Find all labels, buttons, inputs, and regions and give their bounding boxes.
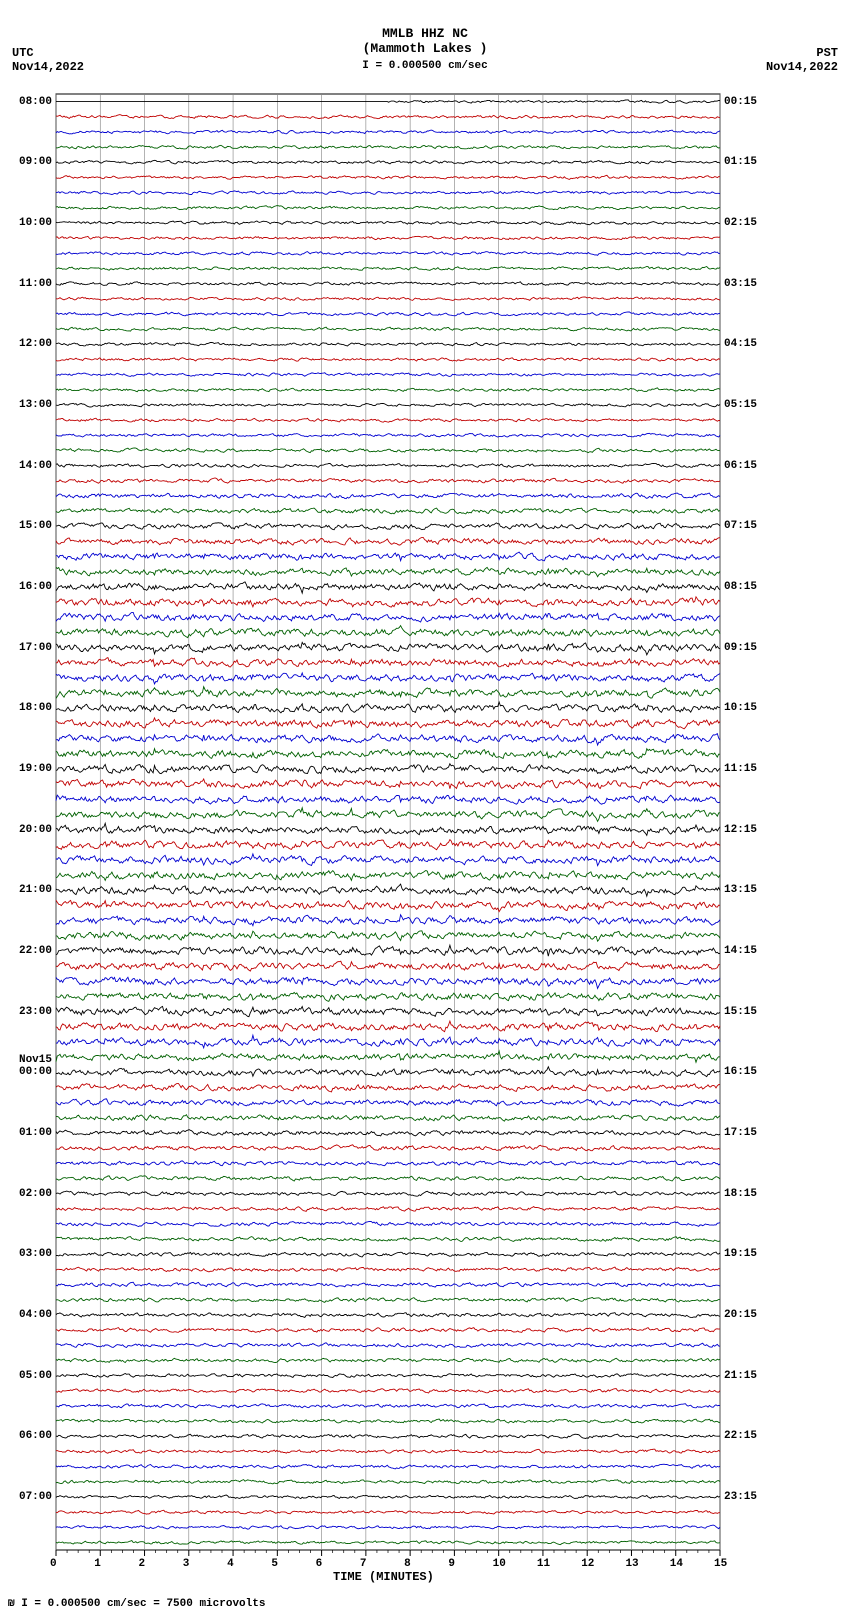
- left-hour-label: 17:00: [19, 642, 52, 654]
- x-tick-label: 8: [404, 1558, 411, 1570]
- x-tick-label: 4: [227, 1558, 234, 1570]
- right-hour-label: 13:15: [724, 884, 757, 896]
- left-hour-label: 05:00: [19, 1370, 52, 1382]
- x-tick-label: 12: [581, 1558, 594, 1570]
- right-hour-label: 22:15: [724, 1430, 757, 1442]
- seismogram-plot: [0, 0, 850, 1613]
- left-hour-label: 16:00: [19, 581, 52, 593]
- left-hour-label: 10:00: [19, 217, 52, 229]
- right-hour-label: 00:15: [724, 96, 757, 108]
- x-tick-label: 9: [448, 1558, 455, 1570]
- right-hour-label: 17:15: [724, 1127, 757, 1139]
- footer-text: = 0.000500 cm/sec = 7500 microvolts: [34, 1598, 265, 1610]
- left-hour-label: Nov1500:00: [19, 1054, 52, 1078]
- x-tick-label: 13: [625, 1558, 638, 1570]
- right-hour-label: 02:15: [724, 217, 757, 229]
- left-hour-label: 13:00: [19, 399, 52, 411]
- right-hour-label: 08:15: [724, 581, 757, 593]
- right-hour-label: 03:15: [724, 278, 757, 290]
- left-hour-label: 04:00: [19, 1309, 52, 1321]
- x-tick-label: 5: [271, 1558, 278, 1570]
- x-tick-label: 7: [360, 1558, 367, 1570]
- right-hour-label: 11:15: [724, 763, 757, 775]
- left-hour-label: 15:00: [19, 520, 52, 532]
- right-hour-label: 09:15: [724, 642, 757, 654]
- right-hour-label: 05:15: [724, 399, 757, 411]
- left-hour-label: 01:00: [19, 1127, 52, 1139]
- left-hour-label: 19:00: [19, 763, 52, 775]
- left-hour-label: 23:00: [19, 1006, 52, 1018]
- footer-glyph: I: [21, 1598, 28, 1610]
- right-hour-label: 06:15: [724, 460, 757, 472]
- x-axis-title: TIME (MINUTES): [333, 1570, 434, 1584]
- seismogram-page: MMLB HHZ NC (Mammoth Lakes ) I = 0.00050…: [0, 0, 850, 1613]
- left-hour-label: 11:00: [19, 278, 52, 290]
- x-tick-label: 2: [139, 1558, 146, 1570]
- right-hour-label: 18:15: [724, 1188, 757, 1200]
- left-hour-label: 22:00: [19, 945, 52, 957]
- footer-scale: ₪ I = 0.000500 cm/sec = 7500 microvolts: [8, 1598, 265, 1610]
- left-hour-label: 09:00: [19, 156, 52, 168]
- right-hour-label: 23:15: [724, 1491, 757, 1503]
- x-tick-label: 14: [670, 1558, 683, 1570]
- right-hour-label: 20:15: [724, 1309, 757, 1321]
- left-hour-label: 03:00: [19, 1248, 52, 1260]
- right-hour-label: 21:15: [724, 1370, 757, 1382]
- footer-prefix: ₪: [8, 1598, 21, 1610]
- left-hour-label: 07:00: [19, 1491, 52, 1503]
- right-hour-label: 01:15: [724, 156, 757, 168]
- left-hour-label: 02:00: [19, 1188, 52, 1200]
- left-hour-label: 18:00: [19, 702, 52, 714]
- right-hour-label: 12:15: [724, 824, 757, 836]
- x-tick-label: 15: [714, 1558, 727, 1570]
- left-hour-label: 06:00: [19, 1430, 52, 1442]
- left-hour-label: 08:00: [19, 96, 52, 108]
- right-hour-label: 19:15: [724, 1248, 757, 1260]
- x-tick-label: 1: [94, 1558, 101, 1570]
- left-hour-label: 12:00: [19, 338, 52, 350]
- x-tick-label: 10: [493, 1558, 506, 1570]
- x-tick-label: 3: [183, 1558, 190, 1570]
- right-hour-label: 04:15: [724, 338, 757, 350]
- left-hour-label: 14:00: [19, 460, 52, 472]
- x-tick-label: 11: [537, 1558, 550, 1570]
- left-hour-label: 20:00: [19, 824, 52, 836]
- right-hour-label: 10:15: [724, 702, 757, 714]
- x-tick-label: 0: [50, 1558, 57, 1570]
- left-hour-label: 21:00: [19, 884, 52, 896]
- right-hour-label: 14:15: [724, 945, 757, 957]
- right-hour-label: 16:15: [724, 1066, 757, 1078]
- right-hour-label: 07:15: [724, 520, 757, 532]
- x-tick-label: 6: [316, 1558, 323, 1570]
- right-hour-label: 15:15: [724, 1006, 757, 1018]
